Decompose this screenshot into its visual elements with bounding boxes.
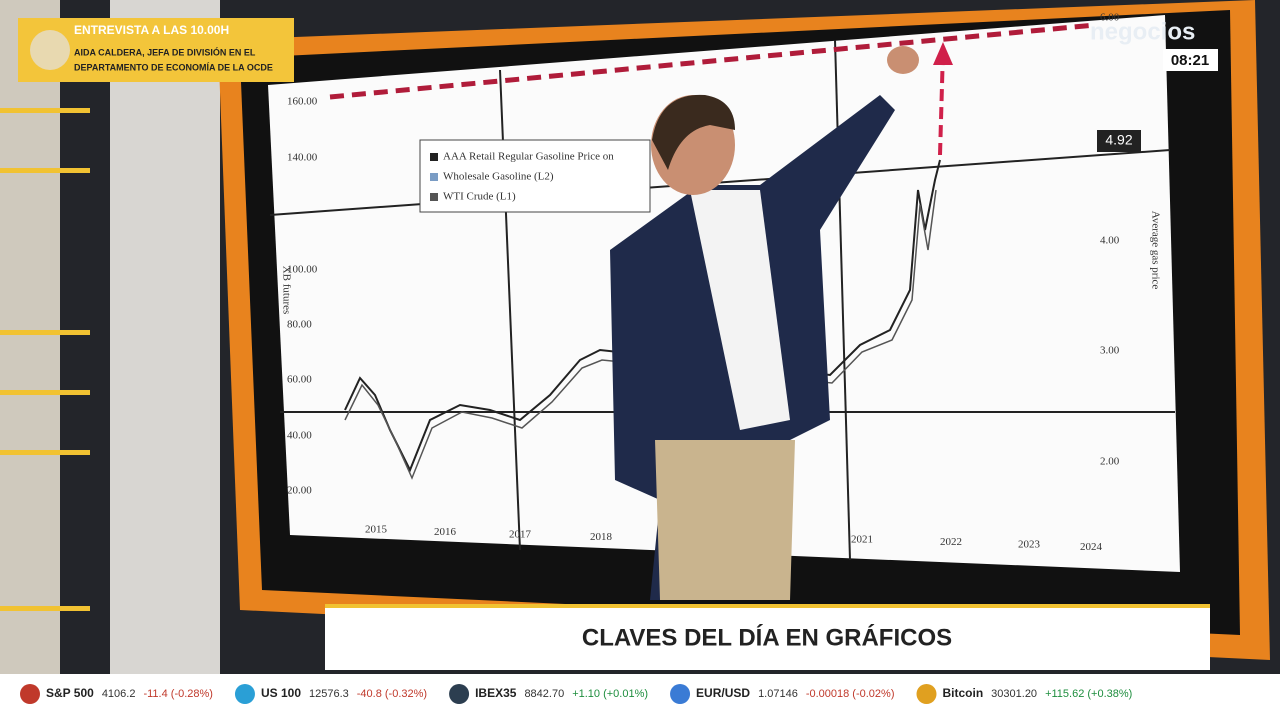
- ticker-value: 8842.70: [524, 688, 564, 700]
- right-tick-label: 2.00: [1100, 456, 1120, 468]
- lower-third: [325, 604, 1210, 670]
- ticker-change: -11.4 (-0.28%): [143, 688, 213, 700]
- right-tick-label: 3.00: [1100, 345, 1120, 357]
- ticker-icon: [670, 684, 691, 704]
- left-tick-label: 20.00: [287, 485, 312, 497]
- ticker-value: 1.07146: [758, 688, 798, 700]
- ticker-name: IBEX35: [475, 686, 517, 700]
- left-tick-label: 60.00: [287, 374, 312, 386]
- right-tag-box: [1097, 130, 1141, 152]
- legend-label: AAA Retail Regular Gasoline Price on: [443, 151, 614, 163]
- ticker-name: EUR/USD: [696, 686, 750, 700]
- left-tick-label: 100.00: [287, 264, 318, 276]
- ticker-icon: [916, 684, 937, 704]
- wall-lights: [0, 108, 90, 611]
- ticker-change: +115.62 (+0.38%): [1045, 688, 1132, 700]
- left-tick-label: 40.00: [287, 430, 312, 442]
- clock-box: [1163, 49, 1218, 71]
- right-tick-label: 6.00: [1100, 12, 1120, 24]
- ticker: S&P 500 4106.2 -11.4 (-0.28%) US 100 12576.3…: [20, 684, 1132, 704]
- right-axis-label: Average gas price: [1149, 211, 1161, 290]
- left-axis-label: XB futures: [280, 266, 292, 315]
- ticker-icon: [20, 684, 40, 704]
- ticker-icon: [234, 684, 255, 704]
- ticker-name: US 100: [261, 686, 301, 700]
- target-line: [329, 22, 1096, 100]
- lower-third-accent: [325, 604, 1210, 608]
- year-label: 2024: [1080, 541, 1103, 553]
- ticker-icon: [449, 684, 470, 704]
- year-label: 2015: [365, 524, 388, 536]
- legend-swatch: [430, 173, 438, 181]
- legend-box: [419, 139, 651, 213]
- year-label: 2018: [590, 531, 613, 543]
- ticker-value: 4106.2: [102, 688, 136, 700]
- ticker-value: 30301.20: [991, 688, 1037, 700]
- ticker-name: Bitcoin: [943, 686, 984, 700]
- year-label: 2017: [509, 529, 532, 541]
- left-tick-label: 160.00: [287, 96, 318, 108]
- legend: AAA Retail Regular Gasoline Price on Whol…: [430, 151, 614, 203]
- ticker-name: S&P 500: [46, 686, 94, 700]
- right-tag: 4.92: [1105, 132, 1132, 148]
- ticker-change: -0.00018 (-0.02%): [806, 688, 895, 700]
- legend-label: Wholesale Gasoline (L2): [443, 171, 554, 183]
- ticker-change: +1.10 (+0.01%): [572, 688, 648, 700]
- logo: negocios: [1090, 18, 1195, 45]
- studio-panel: [110, 0, 220, 680]
- banner-line: AIDA CALDERA, JEFA DE DIVISIÓN EN EL: [74, 46, 256, 57]
- left-tick-label: 140.00: [287, 152, 318, 164]
- ticker-bar: [0, 674, 1280, 720]
- legend-swatch: [430, 193, 438, 201]
- banner-line: DEPARTAMENTO DE ECONOMÍA DE LA OCDE: [74, 62, 273, 72]
- lower-third-title: CLAVES DEL DÍA EN GRÁFICOS: [582, 623, 952, 651]
- ticker-change: -40.8 (-0.32%): [357, 688, 427, 700]
- legend-label: WTI Crude (L1): [443, 191, 516, 203]
- banner-title: ENTREVISTA A LAS 10.00H: [74, 23, 229, 37]
- year-label: 2021: [851, 534, 873, 546]
- ticker-value: 12576.3: [309, 688, 349, 700]
- clock: 08:21: [1171, 52, 1209, 69]
- legend-swatch: [430, 153, 438, 161]
- left-tick-label: 80.00: [287, 319, 312, 331]
- arrow-head: [933, 42, 953, 65]
- right-tick-label: 4.00: [1100, 235, 1120, 247]
- year-label: 2016: [434, 526, 457, 538]
- year-label: 2022: [940, 536, 962, 548]
- series-line: [344, 189, 937, 480]
- studio-wall: [0, 0, 60, 680]
- presenter: [610, 46, 919, 600]
- banner-photo: [30, 30, 70, 70]
- ticks: 160.00 140.00 100.00 80.00 60.00 40.00 20.00 6.…: [287, 12, 1120, 554]
- year-label: 2023: [1018, 539, 1041, 551]
